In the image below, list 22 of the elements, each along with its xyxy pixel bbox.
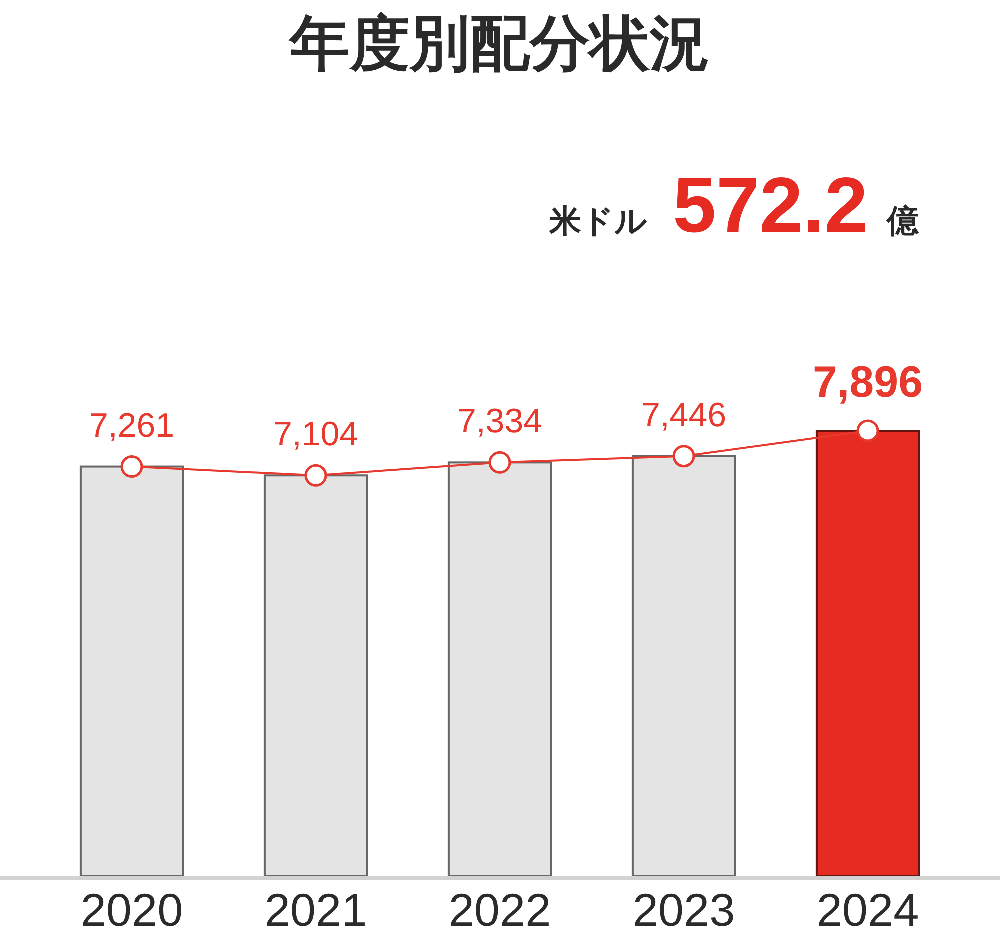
bar — [448, 462, 552, 877]
data-label: 7,896 — [812, 358, 924, 407]
point — [672, 445, 696, 468]
bar — [264, 474, 368, 877]
bar — [632, 455, 736, 877]
data-label: 7,261 — [89, 406, 175, 445]
x-tick-label: 2023 — [632, 884, 736, 936]
data-label: 7,334 — [457, 402, 543, 441]
point — [304, 464, 328, 487]
bar — [816, 430, 920, 877]
point — [856, 420, 880, 442]
x-tick-label: 2020 — [80, 884, 184, 936]
bar — [80, 466, 184, 877]
chart-title: 年度別配分状況 — [288, 10, 710, 77]
x-tick-label: 2024 — [816, 884, 920, 936]
point — [488, 451, 512, 474]
data-label: 7,104 — [273, 416, 359, 454]
x-tick-label: 2022 — [448, 884, 552, 936]
text: 米ドル 572.2 億 — [548, 161, 920, 249]
x-tick-label: 2021 — [264, 884, 368, 936]
point — [120, 456, 144, 478]
data-label: 7,446 — [641, 396, 727, 434]
